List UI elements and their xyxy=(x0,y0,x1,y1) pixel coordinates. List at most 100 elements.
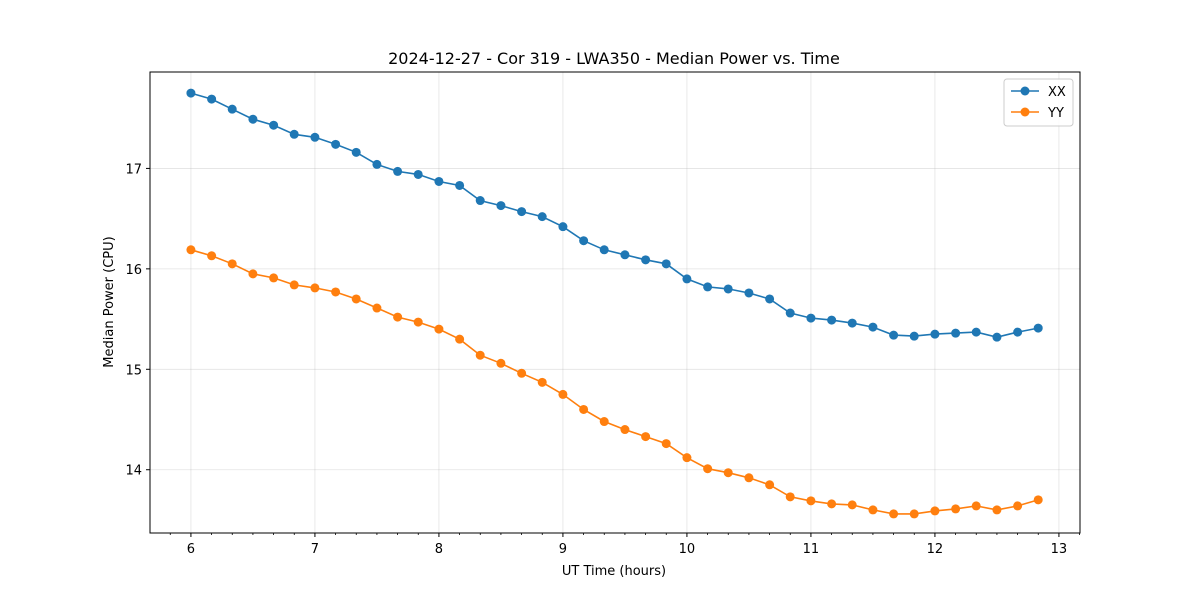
data-point-yy xyxy=(599,417,609,427)
data-point-xx xyxy=(351,147,361,157)
data-point-xx xyxy=(951,328,961,338)
data-point-yy xyxy=(1013,501,1023,511)
data-point-yy xyxy=(703,464,713,474)
data-point-yy xyxy=(331,287,341,297)
data-point-yy xyxy=(785,492,795,502)
x-tick-label: 7 xyxy=(311,542,319,557)
data-point-yy xyxy=(496,358,506,368)
x-tick-label: 11 xyxy=(803,542,820,557)
legend-label-yy: YY xyxy=(1047,106,1064,121)
data-point-yy xyxy=(517,368,527,378)
data-point-xx xyxy=(289,129,299,139)
data-point-yy xyxy=(393,312,403,322)
data-point-xx xyxy=(971,327,981,337)
data-point-yy xyxy=(661,439,671,449)
data-point-xx xyxy=(847,318,857,328)
x-tick-label: 6 xyxy=(187,542,195,557)
y-tick-label: 17 xyxy=(125,162,142,177)
axis-ticks: 6 7 8 9 10 11 12 13 14 15 16 17 xyxy=(125,162,1080,557)
data-point-xx xyxy=(661,259,671,269)
data-point-xx xyxy=(785,308,795,318)
data-point-xx xyxy=(889,330,899,340)
grid-lines xyxy=(150,72,1080,533)
data-point-yy xyxy=(723,468,733,478)
data-point-xx xyxy=(413,169,423,179)
data-point-yy xyxy=(455,334,465,344)
legend-marker-yy xyxy=(1020,107,1030,117)
data-point-yy xyxy=(620,425,630,435)
data-point-xx xyxy=(248,114,258,124)
data-point-xx xyxy=(434,176,444,186)
data-point-xx xyxy=(496,201,506,211)
data-point-xx xyxy=(310,132,320,142)
data-point-yy xyxy=(992,505,1002,515)
data-point-xx xyxy=(992,332,1002,342)
data-point-yy xyxy=(537,377,547,387)
data-point-xx xyxy=(517,207,527,217)
data-point-xx xyxy=(620,250,630,260)
data-point-xx xyxy=(269,120,279,130)
data-point-xx xyxy=(723,284,733,294)
x-tick-label: 10 xyxy=(679,542,696,557)
data-point-xx xyxy=(765,294,775,304)
data-point-yy xyxy=(909,509,919,519)
x-tick-label: 8 xyxy=(435,542,443,557)
data-point-xx xyxy=(806,313,816,323)
plot-frame xyxy=(149,71,1081,534)
data-point-xx xyxy=(1013,327,1023,337)
data-point-yy xyxy=(827,499,837,509)
y-tick-label: 14 xyxy=(125,464,142,479)
data-point-xx xyxy=(455,180,465,190)
data-point-yy xyxy=(289,280,299,290)
data-point-xx xyxy=(641,255,651,265)
y-tick-label: 15 xyxy=(125,363,142,378)
data-point-xx xyxy=(537,212,547,222)
data-point-xx xyxy=(909,331,919,341)
data-point-xx xyxy=(827,315,837,325)
data-point-yy xyxy=(248,269,258,279)
data-point-yy xyxy=(310,283,320,293)
x-axis-label: UT Time (hours) xyxy=(562,564,666,579)
y-tick-label: 16 xyxy=(125,263,142,278)
data-point-yy xyxy=(641,432,651,442)
series-line-xx xyxy=(190,92,1039,339)
data-point-xx xyxy=(331,139,341,149)
data-point-yy xyxy=(868,505,878,515)
series-layer xyxy=(186,88,1043,519)
data-point-yy xyxy=(207,251,217,261)
data-point-xx xyxy=(207,94,217,104)
data-point-yy xyxy=(930,506,940,516)
data-point-yy xyxy=(413,317,423,327)
data-point-xx xyxy=(930,329,940,339)
legend: XX YY xyxy=(1003,78,1074,127)
data-point-xx xyxy=(682,274,692,284)
data-point-xx xyxy=(475,196,485,206)
data-point-xx xyxy=(1033,323,1043,333)
data-point-xx xyxy=(868,322,878,332)
data-point-yy xyxy=(269,273,279,283)
x-tick-label: 9 xyxy=(559,542,567,557)
data-point-yy xyxy=(1033,495,1043,505)
data-point-yy xyxy=(227,259,237,269)
data-point-xx xyxy=(558,222,568,232)
data-point-yy xyxy=(558,389,568,399)
x-tick-label: 13 xyxy=(1051,542,1068,557)
data-point-xx xyxy=(599,245,609,255)
legend-marker-xx xyxy=(1020,86,1030,96)
data-point-yy xyxy=(765,480,775,490)
data-point-xx xyxy=(186,88,196,98)
chart-title: 2024-12-27 - Cor 319 - LWA350 - Median P… xyxy=(388,49,840,68)
data-point-yy xyxy=(847,500,857,510)
data-point-yy xyxy=(579,404,589,414)
data-point-yy xyxy=(351,294,361,304)
data-point-xx xyxy=(372,159,382,169)
data-point-yy xyxy=(971,501,981,511)
data-point-yy xyxy=(806,496,816,506)
x-tick-label: 12 xyxy=(927,542,944,557)
y-axis-label: Median Power (CPU) xyxy=(102,236,117,367)
data-point-xx xyxy=(579,236,589,246)
data-point-yy xyxy=(434,324,444,334)
data-point-yy xyxy=(372,303,382,313)
data-point-yy xyxy=(744,473,754,483)
